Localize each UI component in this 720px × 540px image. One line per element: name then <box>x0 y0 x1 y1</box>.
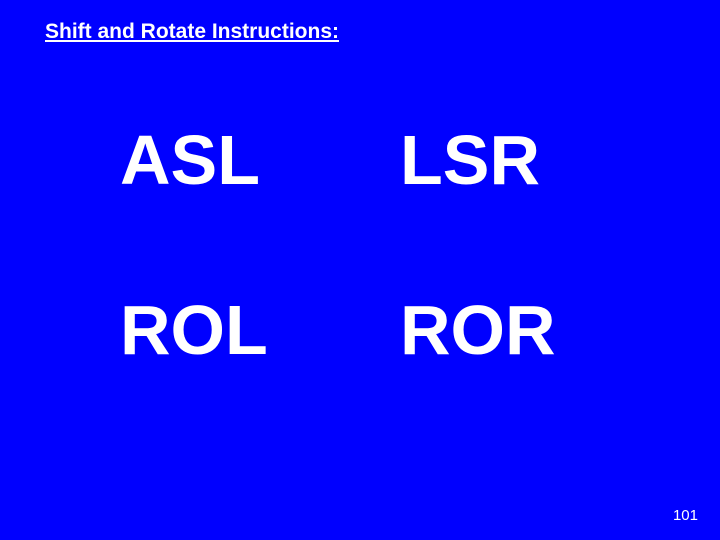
slide-title: Shift and Rotate Instructions: <box>45 20 339 44</box>
instruction-rol: ROL <box>90 290 350 370</box>
instruction-asl: ASL <box>90 120 350 200</box>
instruction-ror: ROR <box>370 290 630 370</box>
instruction-lsr: LSR <box>370 120 630 200</box>
instruction-grid: ASL LSR ROL ROR <box>90 120 630 370</box>
slide-container: Shift and Rotate Instructions: ASL LSR R… <box>0 0 720 540</box>
page-number: 101 <box>673 507 698 524</box>
